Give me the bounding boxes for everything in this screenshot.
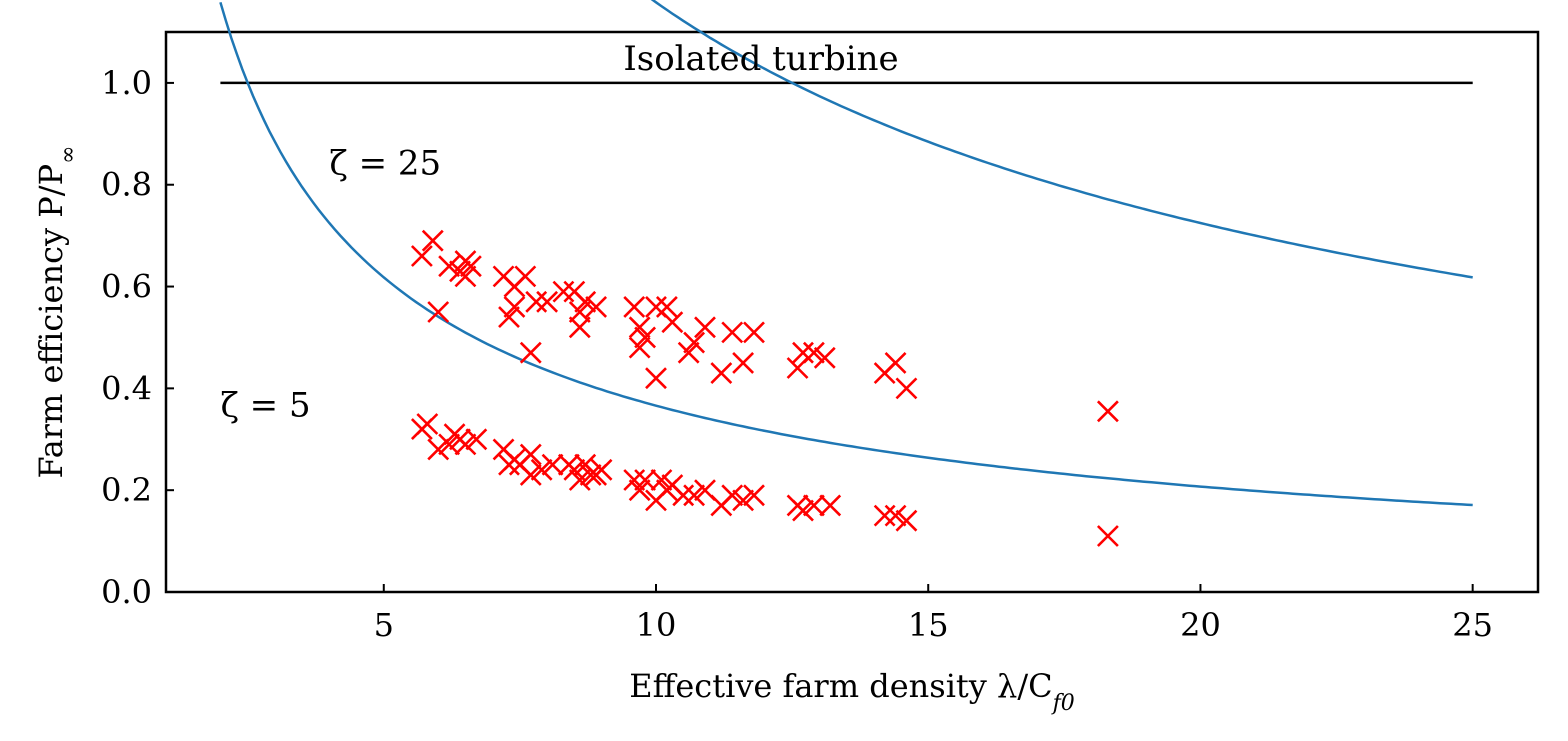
- y-tick-label: 0.6: [101, 268, 152, 306]
- data-point: [574, 290, 597, 313]
- data-point: [683, 484, 706, 507]
- data-point: [645, 367, 667, 390]
- x-tick-label: 25: [1452, 606, 1493, 644]
- data-point: [683, 331, 706, 354]
- data-point: [427, 301, 450, 323]
- curves: [219, 0, 1473, 507]
- x-tick-label: 10: [636, 606, 677, 644]
- x-axis-label: Effective farm density λ/Cf0: [629, 667, 1074, 716]
- data-point: [438, 433, 461, 456]
- y-axis-label-main: Farm efficiency P/P: [32, 164, 70, 479]
- plot-frame: [164, 30, 1540, 594]
- line-zeta5: [219, 1, 1473, 507]
- x-axis-label-main: Effective farm density λ/C: [629, 667, 1052, 705]
- data-point: [650, 469, 673, 491]
- data-point: [677, 341, 700, 364]
- data-point: [743, 321, 765, 344]
- data-point: [623, 469, 646, 491]
- data-point: [438, 255, 461, 278]
- y-axis-label: Farm efficiency P/P∞: [32, 146, 81, 479]
- y-axis-label-sub: ∞: [56, 146, 81, 164]
- data-point: [454, 433, 477, 456]
- data-point: [721, 321, 744, 344]
- data-point: [459, 255, 482, 278]
- data-point: [536, 290, 559, 313]
- annotation-label: ζ = 5: [220, 385, 310, 425]
- data-point: [410, 245, 433, 267]
- y-tick-label: 0.0: [101, 573, 152, 611]
- data-point: [732, 489, 755, 512]
- data-point: [628, 479, 651, 502]
- data-point: [672, 484, 695, 507]
- data-point: [568, 316, 591, 339]
- y-tick-label: 1.0: [101, 64, 152, 102]
- data-point: [416, 413, 439, 435]
- data-point: [590, 458, 613, 481]
- data-point: [514, 265, 537, 288]
- data-point: [519, 443, 542, 466]
- data-point: [895, 509, 918, 532]
- data-point: [503, 295, 526, 318]
- data-point: [541, 453, 564, 476]
- data-point: [792, 499, 814, 522]
- data-point: [465, 428, 488, 451]
- data-point: [421, 229, 444, 252]
- y-tick-label: 0.2: [101, 471, 152, 509]
- data-point: [579, 463, 602, 486]
- data-point: [884, 351, 907, 374]
- data-point: [628, 316, 651, 339]
- x-axis-label-sub: f0: [1051, 691, 1075, 716]
- data-points: [410, 229, 1119, 547]
- data-point: [721, 484, 744, 507]
- data-point: [585, 295, 608, 318]
- data-point: [519, 463, 542, 486]
- data-point: [802, 341, 825, 364]
- data-point: [634, 326, 657, 349]
- data-point: [802, 494, 825, 517]
- data-point: [628, 336, 651, 359]
- data-point: [884, 504, 907, 527]
- data-point: [732, 351, 755, 374]
- axis-ticks: 5 10 15 20 25 0.0 0.2 0.4 0.6 0.8 1.0: [101, 64, 1493, 644]
- data-point: [454, 265, 477, 288]
- x-tick-label: 15: [908, 606, 949, 644]
- line-zeta25: [650, 0, 1473, 279]
- data-point: [634, 469, 657, 491]
- data-point: [568, 469, 591, 491]
- x-tick-label: 5: [374, 606, 394, 644]
- data-point: [873, 504, 896, 527]
- data-point: [1096, 525, 1119, 547]
- data-point: [552, 280, 575, 303]
- data-point: [568, 301, 591, 323]
- data-point: [1096, 400, 1119, 423]
- y-tick-label: 0.8: [101, 166, 152, 204]
- data-point: [519, 341, 542, 364]
- data-point: [525, 290, 548, 313]
- data-point: [655, 295, 678, 318]
- data-point: [813, 346, 836, 369]
- data-point: [498, 306, 520, 329]
- annotations: Isolated turbine ζ = 25 ζ = 5: [220, 39, 898, 425]
- data-point: [694, 316, 716, 339]
- data-point: [623, 295, 646, 318]
- data-point: [792, 341, 814, 364]
- annotation-label: ζ = 25: [329, 144, 441, 184]
- x-tick-label: 20: [1180, 606, 1221, 644]
- data-point: [530, 458, 553, 481]
- data-point: [710, 362, 733, 385]
- data-point: [819, 494, 842, 517]
- data-point: [895, 377, 918, 400]
- annotation-label: Isolated turbine: [623, 39, 898, 79]
- data-point: [661, 311, 684, 334]
- data-point: [743, 484, 765, 507]
- data-point: [563, 458, 586, 481]
- y-tick-label: 0.4: [101, 369, 152, 407]
